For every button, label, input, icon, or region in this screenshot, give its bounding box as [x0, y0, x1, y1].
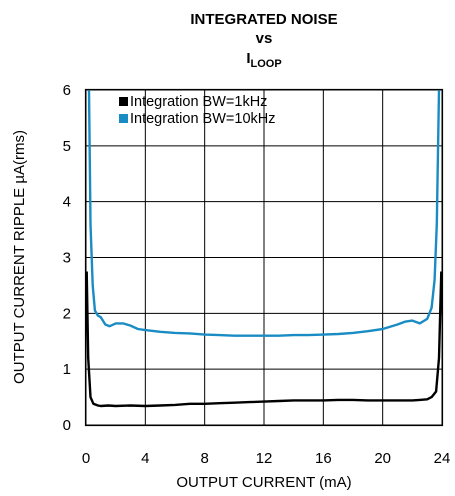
chart-title-symbol: I [246, 50, 250, 67]
x-tick-label: 8 [200, 450, 208, 467]
x-tick-label: 0 [82, 450, 90, 467]
legend-label-10khz: Integration BW=10kHz [130, 111, 275, 127]
legend: Integration BW=1kHz Integration BW=10kHz [119, 94, 275, 127]
x-tick-label: 4 [141, 450, 149, 467]
y-axis-label: OUTPUT CURRENT RIPPLE µA(rms) [11, 130, 28, 384]
series-line-1khz [85, 271, 443, 408]
chart-title-subscript: LOOP [251, 58, 282, 70]
y-tick-label: 0 [63, 417, 71, 434]
x-axis-label: OUTPUT CURRENT (mA) [176, 474, 351, 491]
y-tick-label: 3 [63, 250, 71, 267]
x-tick-label: 16 [315, 450, 332, 467]
chart-title-line3: ILOOP [246, 50, 281, 70]
y-tick-label: 5 [63, 138, 71, 155]
y-tick-labels: 0 1 2 3 4 5 6 [63, 82, 71, 434]
x-tick-label: 20 [374, 450, 391, 467]
chart-title-line1: INTEGRATED NOISE [190, 11, 337, 28]
legend-swatch-1khz [119, 97, 128, 106]
grid [85, 89, 443, 426]
y-tick-label: 2 [63, 305, 71, 322]
series-layer [85, 89, 443, 408]
y-tick-label: 4 [63, 194, 71, 211]
y-tick-label: 6 [63, 82, 71, 99]
legend-swatch-10khz [119, 114, 128, 123]
series-line-10khz [87, 89, 441, 337]
legend-label-1khz: Integration BW=1kHz [130, 94, 267, 110]
x-tick-label: 12 [256, 450, 273, 467]
y-tick-label: 1 [63, 361, 71, 378]
chart-title-line2: vs [256, 30, 273, 47]
x-tick-labels: 0 4 8 12 16 20 24 [82, 450, 451, 467]
x-tick-label: 24 [434, 450, 451, 467]
plot-frame [84, 88, 444, 427]
